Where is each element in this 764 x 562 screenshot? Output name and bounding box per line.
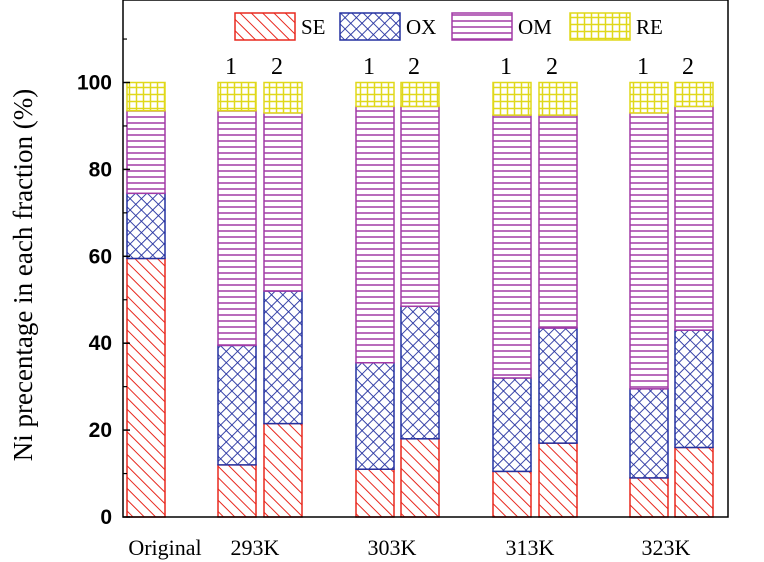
y-tick-label: 80	[89, 158, 112, 181]
x-category-label: 313K	[506, 535, 555, 560]
bar-segment-se	[538, 442, 578, 518]
bar-sub-label: 1	[637, 54, 649, 80]
bar-sub-label: 2	[682, 54, 694, 80]
x-category-label: Original	[128, 535, 201, 560]
bars-layer	[126, 81, 714, 518]
bar-sub-labels: 1 2 1 2 1 2 1 2	[225, 54, 694, 80]
bar-sub-label: 2	[271, 54, 283, 80]
bar-segment-se	[217, 464, 257, 518]
bar-segment-om	[400, 105, 440, 308]
legend-swatch-re	[569, 12, 631, 41]
bar-segment-om	[629, 112, 669, 390]
bar-segment-ox	[629, 388, 669, 479]
y-tick-label: 60	[89, 245, 112, 268]
bar-segment-om	[355, 105, 395, 364]
bar-segment-ox	[400, 305, 440, 440]
legend-label: SE	[301, 15, 326, 39]
y-tick-label: 20	[89, 419, 112, 442]
bar-segment-om	[263, 112, 303, 292]
y-axis-ticks: 0 20 40 60 80 100	[77, 38, 130, 529]
bar-segment-ox	[538, 327, 578, 444]
plot-frame	[122, 0, 729, 518]
bar-segment-om	[217, 109, 257, 347]
bar-segment-ox	[263, 290, 303, 425]
y-axis-title: Ni precentage in each fraction (%)	[8, 89, 38, 462]
bar-segment-re	[492, 81, 532, 116]
x-axis-category-labels: Original 293K 303K 313K 323K	[128, 535, 690, 560]
x-category-label: 293K	[231, 535, 280, 560]
bar-segment-se	[355, 468, 395, 518]
bar-segment-re	[263, 81, 303, 114]
bar-segment-ox	[674, 329, 714, 449]
bar-sub-label: 2	[408, 54, 420, 80]
legend: SE OX OM RE	[234, 12, 663, 41]
bar-segment-se	[674, 446, 714, 518]
y-tick-label: 40	[89, 332, 112, 355]
bar-segment-om	[492, 114, 532, 379]
bar-segment-re	[217, 81, 257, 112]
bar-sub-label: 2	[546, 54, 558, 80]
y-tick-label: 0	[100, 506, 112, 529]
bar-sub-label: 1	[500, 54, 512, 80]
bar-segment-se	[400, 438, 440, 518]
bar-segment-se	[492, 470, 532, 518]
bar-segment-re	[538, 81, 578, 116]
bar-segment-re	[126, 81, 166, 112]
legend-label: OM	[518, 15, 552, 39]
x-category-label: 323K	[642, 535, 691, 560]
bar-sub-label: 1	[363, 54, 375, 80]
bar-segment-ox	[217, 344, 257, 466]
legend-swatch-ox	[339, 12, 401, 41]
bar-segment-se	[629, 477, 669, 518]
bar-segment-se	[126, 257, 166, 518]
bar-segment-se	[263, 422, 303, 518]
legend-swatch-om	[451, 12, 513, 41]
bar-segment-om	[126, 109, 166, 195]
legend-label: OX	[406, 15, 436, 39]
bar-segment-ox	[492, 377, 532, 473]
bar-segment-re	[400, 81, 440, 108]
bar-segment-ox	[126, 192, 166, 260]
x-category-label: 303K	[368, 535, 417, 560]
y-tick-label: 100	[77, 72, 112, 95]
bar-segment-re	[629, 81, 669, 114]
bar-segment-re	[674, 81, 714, 108]
bar-segment-ox	[355, 362, 395, 470]
legend-swatch-se	[234, 12, 296, 41]
bar-sub-label: 1	[225, 54, 237, 80]
bar-segment-om	[674, 105, 714, 331]
bar-segment-om	[538, 114, 578, 329]
legend-label: RE	[636, 15, 663, 39]
bar-segment-re	[355, 81, 395, 108]
